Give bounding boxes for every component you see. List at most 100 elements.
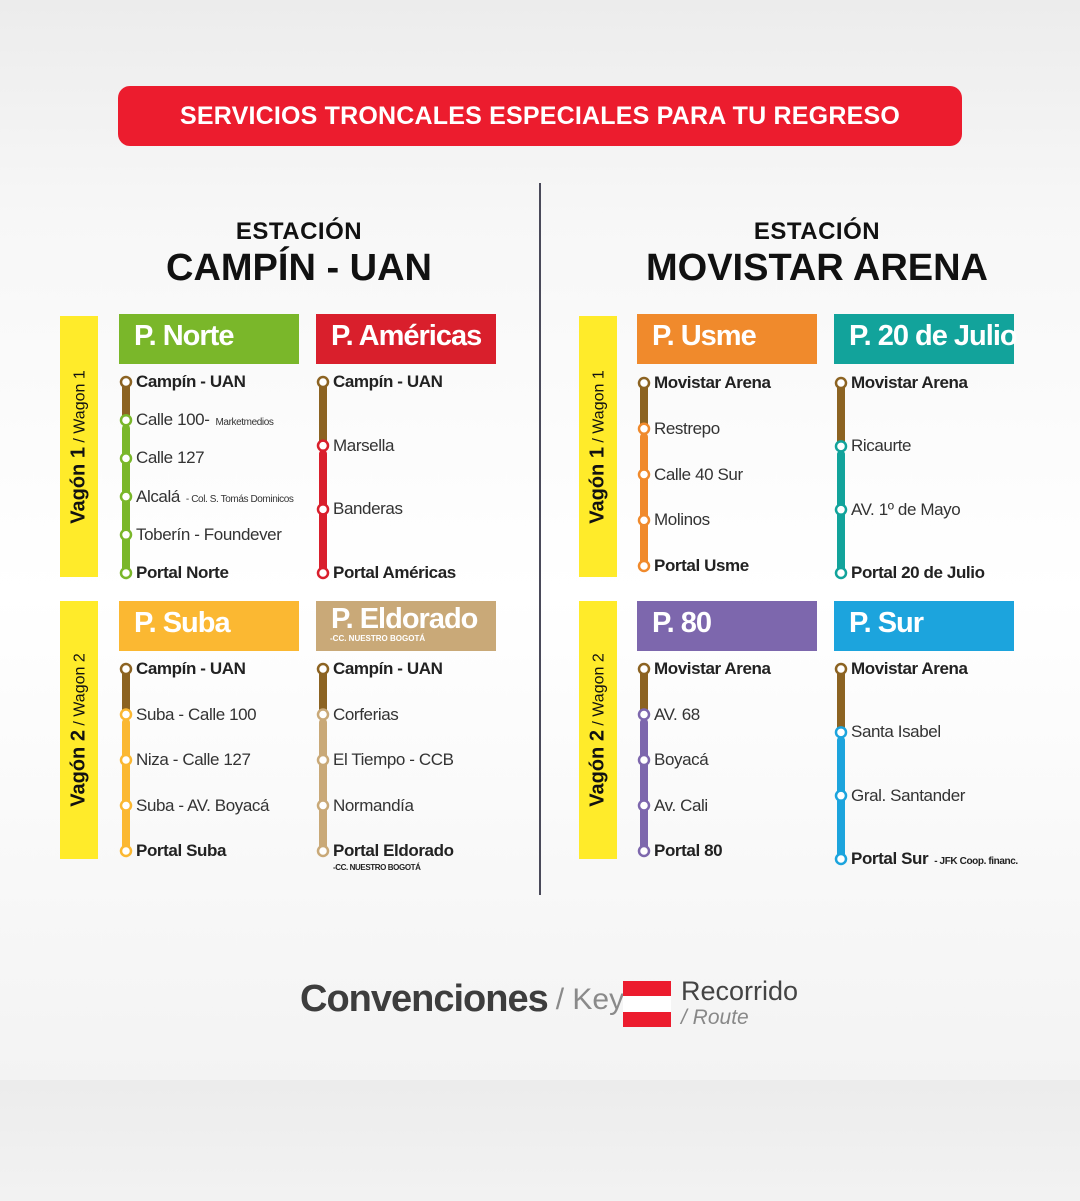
stop-dot bbox=[119, 753, 133, 767]
station-label: ESTACIÓN bbox=[235, 218, 363, 245]
stop-name: Portal Usme bbox=[654, 556, 749, 575]
stop-name: Restrepo bbox=[654, 418, 720, 438]
stop-name: Banderas bbox=[333, 499, 403, 519]
stop-label: Calle 40 Sur bbox=[654, 465, 743, 485]
stop-name: Portal 80 bbox=[654, 841, 723, 860]
stop-dot bbox=[834, 440, 848, 453]
stop-name: Calle 40 Sur bbox=[654, 464, 743, 484]
swatch-stripe bbox=[623, 996, 671, 1012]
route-header: P. Eldorado -CC. NUESTRO BOGOTÁ bbox=[316, 601, 496, 651]
stop-label: Banderas bbox=[333, 499, 403, 519]
route-header: P. Usme bbox=[637, 314, 817, 364]
route-header: P. 20 de Julio bbox=[834, 314, 1018, 364]
stop-name: Portal Américas bbox=[333, 563, 456, 582]
stop-name: Corferias bbox=[333, 704, 399, 724]
stop-name: Campín - UAN bbox=[333, 659, 443, 678]
stop-label: Movistar Arena bbox=[851, 659, 968, 679]
stop-label: Niza - Calle 127 bbox=[136, 750, 251, 770]
stop-label: Gral. Santander bbox=[851, 786, 965, 806]
stop-name: El Tiempo - CCB bbox=[333, 750, 454, 769]
stop-name: Toberín - Foundever bbox=[136, 524, 282, 544]
route-line-svg bbox=[316, 662, 330, 858]
stop-dot bbox=[119, 490, 133, 503]
route-header: P. Suba bbox=[119, 601, 299, 651]
stop-dot bbox=[834, 503, 848, 516]
route-header: P. Américas bbox=[316, 314, 496, 364]
stop-name: Campín - UAN bbox=[136, 659, 246, 678]
stop-dot bbox=[637, 662, 651, 676]
stop-dot bbox=[637, 844, 651, 858]
wagon-bar-right-1: Vagón 1 / Wagon 1 bbox=[579, 316, 617, 577]
stop-name: Movistar Arena bbox=[851, 373, 968, 392]
swatch-stripe bbox=[623, 1011, 671, 1027]
wagon-label: Vagón 1 / Wagon 1 bbox=[586, 369, 609, 524]
stop-dot bbox=[637, 753, 651, 767]
wagon-bar-left-1: Vagón 1 / Wagon 1 bbox=[60, 316, 98, 577]
stop-name: Portal 20 de Julio bbox=[851, 563, 985, 582]
stop-subnote: -CC. NUESTRO BOGOTÁ bbox=[333, 863, 421, 872]
stop-dot bbox=[834, 789, 848, 802]
stop-note: Marketmedios bbox=[215, 417, 274, 429]
stop-name: AV. 1º de Mayo bbox=[851, 499, 961, 519]
route-line-svg bbox=[637, 376, 651, 573]
station-title-movistar: ESTACIÓN MOVISTAR ARENA bbox=[636, 218, 998, 290]
stop-note: - JFK Coop. financ. bbox=[934, 856, 1018, 867]
route-line-svg bbox=[119, 375, 133, 580]
stop-dot bbox=[119, 375, 133, 389]
station-name: MOVISTAR ARENA bbox=[646, 247, 988, 289]
stop-name: Molinos bbox=[654, 510, 710, 530]
stop-label: Movistar Arena bbox=[654, 373, 771, 393]
stop-dot bbox=[119, 844, 133, 858]
route-name: P. 20 de Julio bbox=[849, 320, 1018, 352]
swatch-stripe bbox=[623, 981, 671, 997]
stop-label: Campín - UAN bbox=[333, 372, 443, 392]
stop-label: Campín - UAN bbox=[136, 659, 246, 679]
stop-dot bbox=[316, 799, 330, 812]
wagon-bar-right-2: Vagón 2 / Wagon 2 bbox=[579, 601, 617, 859]
stop-dot bbox=[316, 708, 330, 721]
station-name: CAMPÍN - UAN bbox=[166, 247, 432, 289]
stop-dot bbox=[119, 662, 133, 676]
stop-name: Calle 100- bbox=[136, 410, 210, 430]
stop-dot bbox=[834, 726, 848, 739]
stop-dot bbox=[637, 422, 651, 435]
legend-route-es: Recorrido bbox=[681, 976, 799, 1006]
stop-label: Portal 80 bbox=[654, 841, 723, 861]
stop-dot bbox=[834, 566, 848, 580]
stop-label: Toberín - Foundever bbox=[136, 524, 282, 545]
wagon-bar-left-2: Vagón 2 / Wagon 2 bbox=[60, 601, 98, 859]
stop-dot bbox=[637, 559, 651, 573]
stop-note: - Col. S. Tomás Dominicos bbox=[185, 493, 294, 505]
stop-dot bbox=[316, 662, 330, 676]
route-name: P. Sur bbox=[849, 607, 924, 639]
route-name: P. Américas bbox=[331, 320, 482, 352]
stop-dot bbox=[316, 503, 330, 516]
stop-name: Movistar Arena bbox=[654, 373, 771, 392]
stop-label: Portal Usme bbox=[654, 556, 749, 576]
stop-label: Portal Suba bbox=[136, 841, 226, 861]
stop-label: Corferias bbox=[333, 704, 399, 725]
stop-label: El Tiempo - CCB bbox=[333, 750, 454, 770]
stop-label: Calle 127 bbox=[136, 448, 205, 468]
wagon-label: Vagón 1 / Wagon 1 bbox=[67, 369, 90, 524]
stop-dot bbox=[316, 844, 330, 858]
route-subtitle: -CC. NUESTRO BOGOTÁ bbox=[330, 634, 426, 643]
stop-label: Portal Sur - JFK Coop. financ. bbox=[851, 849, 1018, 869]
route-name: P. Usme bbox=[652, 320, 757, 352]
route-line-svg bbox=[316, 375, 330, 580]
stop-label: Molinos bbox=[654, 510, 710, 530]
wagon-label: Vagón 2 / Wagon 2 bbox=[67, 653, 90, 807]
route-header: P. Sur bbox=[834, 601, 1014, 651]
stop-dot bbox=[119, 413, 133, 427]
stop-name: Marsella bbox=[333, 435, 395, 455]
stop-name: Campín - UAN bbox=[333, 372, 443, 391]
station-title-campin: ESTACIÓN CAMPÍN - UAN bbox=[118, 218, 480, 290]
stop-label: Marsella bbox=[333, 436, 394, 456]
stop-label: Suba - AV. Boyacá bbox=[136, 796, 269, 816]
stop-dot bbox=[316, 753, 330, 767]
stop-label: Campín - UAN bbox=[136, 372, 246, 392]
legend-route-label: Recorrido / Route bbox=[681, 976, 798, 1030]
stop-dot bbox=[637, 799, 651, 812]
route-line-svg bbox=[834, 662, 848, 866]
stop-label: Suba - Calle 100 bbox=[136, 705, 257, 725]
